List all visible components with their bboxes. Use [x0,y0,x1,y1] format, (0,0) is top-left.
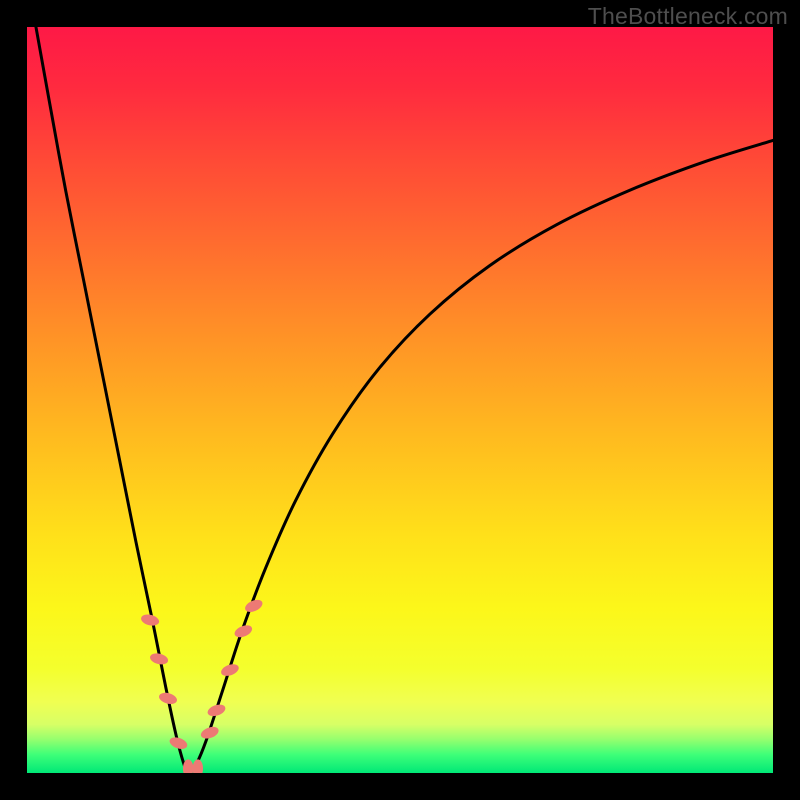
curve-marker [158,691,179,706]
curve-marker [149,652,169,667]
curve-marker [140,613,160,628]
curve-path [36,27,773,773]
plot-area [27,27,773,773]
bottleneck-curve [27,27,773,773]
watermark-text: TheBottleneck.com [588,3,788,30]
curve-marker [193,759,203,773]
